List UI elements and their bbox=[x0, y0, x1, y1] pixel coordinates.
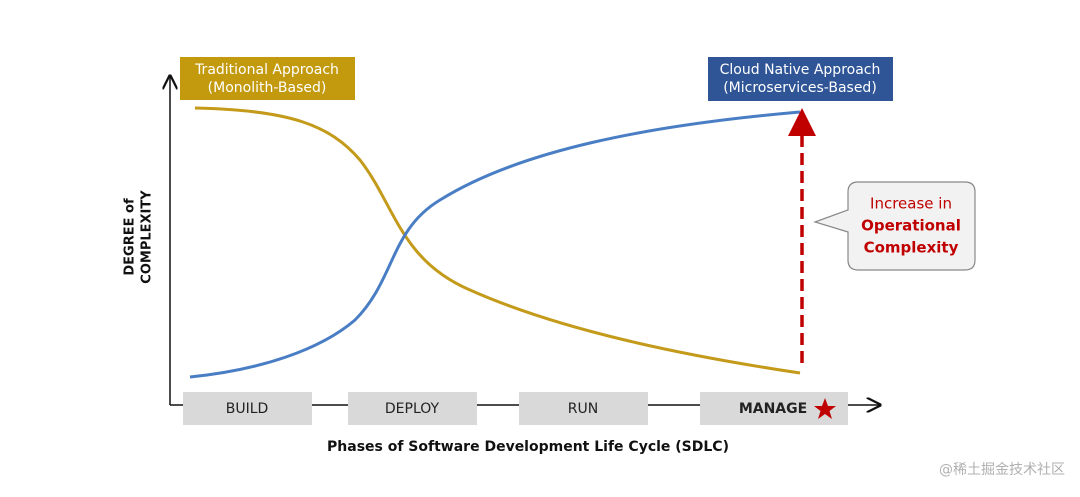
traditional-box bbox=[180, 57, 355, 100]
callout-text: Operational bbox=[861, 217, 961, 235]
x-axis-label: Phases of Software Development Life Cycl… bbox=[327, 439, 729, 455]
traditional-label: Traditional Approach bbox=[194, 62, 339, 78]
phase-box bbox=[348, 392, 477, 425]
phase-label: BUILD bbox=[226, 401, 269, 417]
y-axis-label: COMPLEXITY bbox=[140, 190, 155, 284]
cloud-native-label: (Microservices-Based) bbox=[723, 80, 877, 96]
star-icon bbox=[814, 398, 836, 419]
callout-text: Complexity bbox=[864, 239, 959, 257]
cloud-native-box bbox=[708, 57, 893, 101]
phase-label: MANAGE bbox=[739, 401, 807, 417]
watermark: @稀土掘金技术社区 bbox=[939, 462, 1065, 478]
phase-box bbox=[519, 392, 648, 425]
traditional-label: (Monolith-Based) bbox=[208, 80, 327, 96]
cloud-native-curve bbox=[189, 110, 801, 379]
cloud-native-label: Cloud Native Approach bbox=[720, 62, 881, 78]
traditional-curve bbox=[194, 106, 801, 375]
y-axis-label: DEGREE of bbox=[123, 198, 138, 276]
callout-box bbox=[813, 181, 976, 271]
phase-box bbox=[183, 392, 312, 425]
callout-text: Increase in bbox=[870, 195, 952, 213]
phase-label: RUN bbox=[568, 401, 598, 417]
phase-label: DEPLOY bbox=[385, 401, 440, 417]
